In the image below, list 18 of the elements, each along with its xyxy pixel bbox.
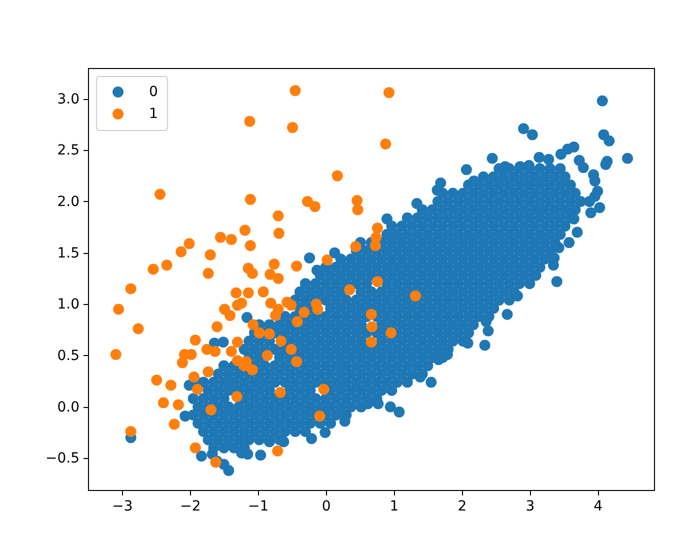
x-tick-label: 3	[526, 498, 535, 514]
y-tick-label: 0.5	[57, 348, 80, 364]
legend-label: 1	[149, 106, 158, 122]
x-tick-label: 2	[458, 498, 467, 514]
y-tick-label: 1.5	[57, 245, 80, 262]
y-tick-label: 1.0	[57, 296, 80, 313]
y-tick-label: 2.5	[57, 142, 80, 159]
x-tick-label: 0	[322, 498, 331, 514]
y-tick-label: 0.0	[57, 399, 80, 416]
legend-label: 0	[149, 84, 158, 100]
y-tick-label: −0.5	[46, 450, 80, 467]
y-tick-label: 2.0	[57, 194, 80, 210]
y-tick-label: 3.0	[57, 91, 80, 108]
x-tick-label: −1	[248, 498, 269, 514]
x-tick-label: 1	[390, 498, 399, 514]
x-tick-label: −2	[180, 498, 201, 514]
x-tick-label: 4	[594, 498, 603, 514]
x-tick-label: −3	[112, 498, 133, 514]
